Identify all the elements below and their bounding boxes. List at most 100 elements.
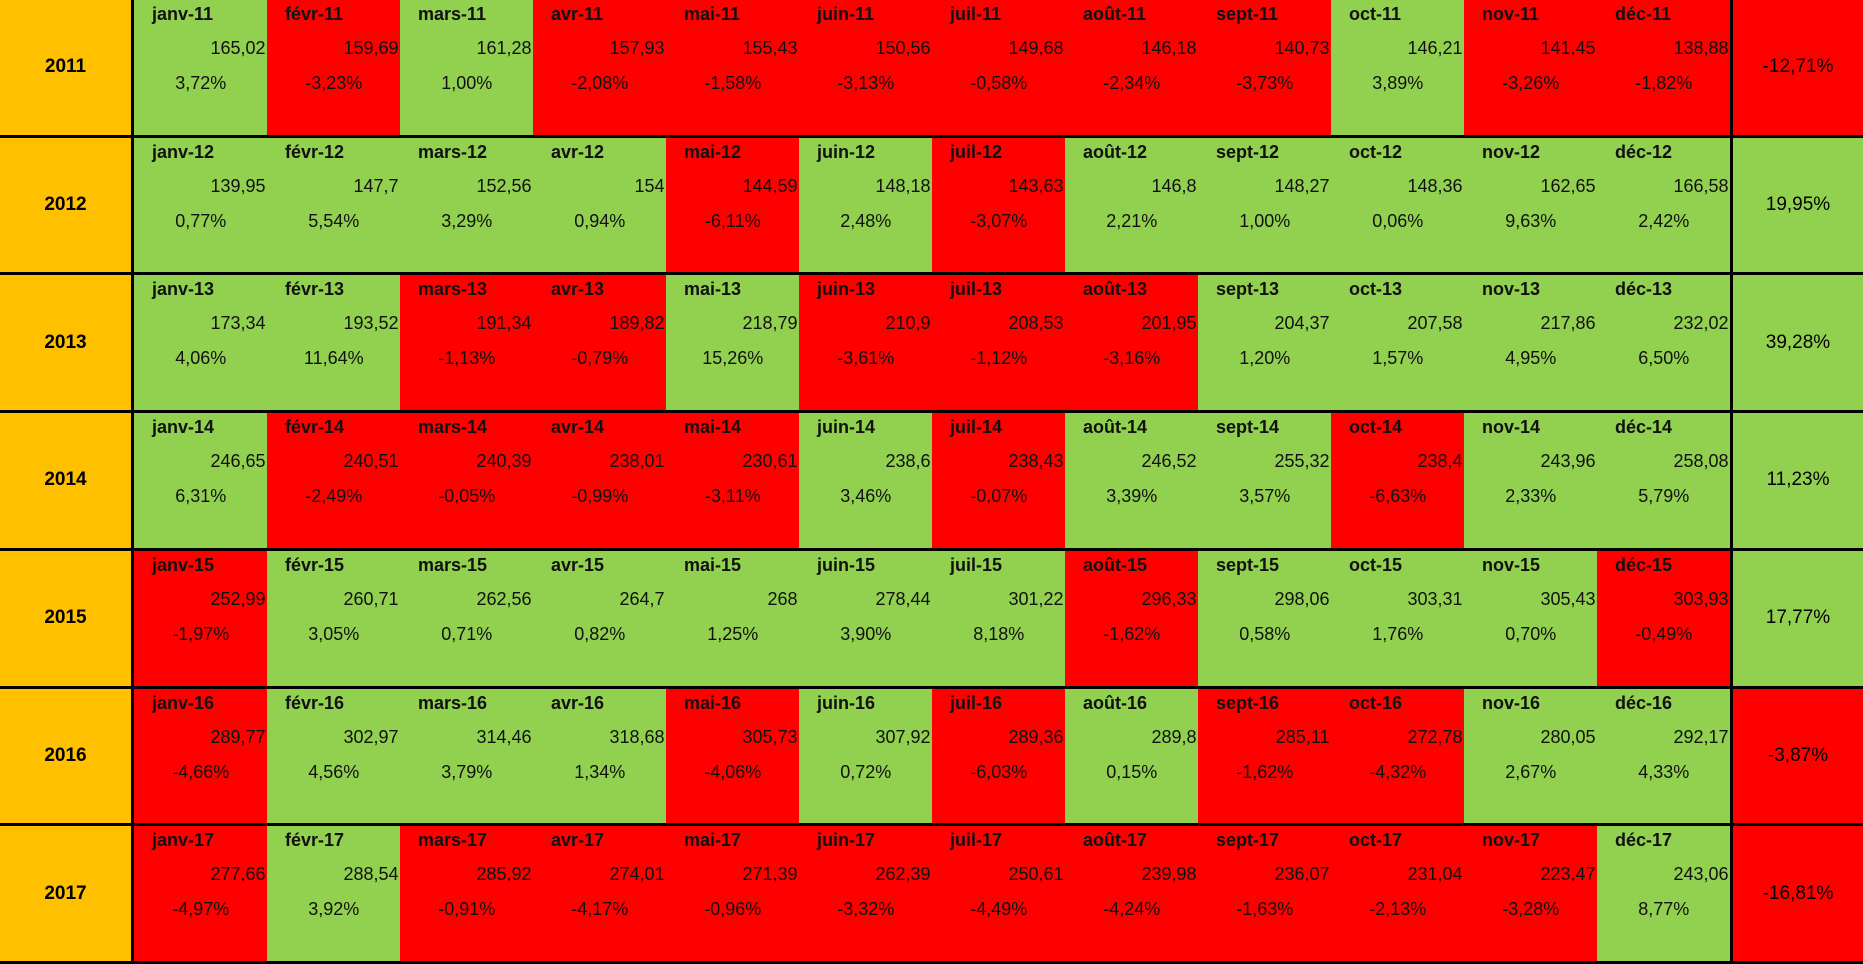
- month-change: -0,07%: [970, 486, 1028, 507]
- month-change: 0,06%: [1372, 210, 1424, 231]
- month-value: 285,92: [476, 864, 532, 885]
- month-change: 3,72%: [175, 73, 227, 93]
- month-change: 0,71%: [441, 623, 493, 644]
- month-value: 255,32: [1274, 451, 1330, 472]
- month-change: -0,58%: [970, 73, 1028, 93]
- month-cell: mai-11 155,43 -1,58%: [666, 0, 800, 138]
- month-value: 154: [634, 175, 665, 196]
- month-label: sept-15: [1216, 554, 1280, 575]
- month-cell: sept-15 298,06 0,58%: [1198, 550, 1332, 689]
- month-value: 246,65: [210, 451, 266, 472]
- month-change: -0,49%: [1635, 623, 1693, 644]
- month-cell: févr-12 147,7 5,54%: [267, 137, 401, 276]
- month-cell: août-13 201,95 -3,16%: [1065, 275, 1199, 414]
- month-value: 191,34: [476, 313, 532, 334]
- month-change: 3,90%: [840, 623, 892, 644]
- month-change: 2,48%: [840, 210, 892, 231]
- month-cell: sept-14 255,32 3,57%: [1198, 413, 1332, 551]
- month-change: 2,33%: [1505, 486, 1557, 507]
- month-cell: nov-17 223,47 -3,28%: [1464, 826, 1598, 964]
- month-label: août-11: [1083, 4, 1147, 24]
- month-value: 277,66: [210, 864, 266, 885]
- month-label: avr-11: [551, 4, 604, 24]
- month-cell: août-16 289,8 0,15%: [1065, 688, 1199, 827]
- month-label: juin-14: [817, 417, 876, 438]
- month-change: -3,23%: [305, 73, 363, 93]
- month-change: -6,63%: [1369, 486, 1427, 507]
- month-label: avr-16: [551, 692, 605, 713]
- month-label: juil-11: [950, 4, 1002, 24]
- month-change: -0,91%: [438, 899, 496, 920]
- month-label: sept-17: [1216, 830, 1280, 851]
- month-label: mars-16: [418, 692, 488, 713]
- year-cell: 2011: [0, 0, 134, 138]
- month-change: -3,32%: [837, 899, 895, 920]
- month-cell: août-15 296,33 -1,62%: [1065, 550, 1199, 689]
- month-label: déc-13: [1615, 279, 1673, 300]
- month-cell: déc-15 303,93 -0,49%: [1597, 550, 1731, 689]
- month-value: 146,8: [1151, 175, 1197, 196]
- month-cell: févr-11 159,69 -3,23%: [267, 0, 401, 138]
- month-change: 15,26%: [702, 348, 764, 369]
- month-cell: janv-16 289,77 -4,66%: [134, 688, 268, 827]
- month-cell: janv-17 277,66 -4,97%: [134, 826, 268, 964]
- month-label: janv-11: [152, 4, 214, 24]
- year-change: -3,87%: [1730, 688, 1863, 827]
- month-cell: août-17 239,98 -4,24%: [1065, 826, 1199, 964]
- month-label: déc-14: [1615, 417, 1673, 438]
- month-value: 240,51: [343, 451, 399, 472]
- month-change: 3,92%: [308, 899, 360, 920]
- month-label: juil-15: [950, 554, 1003, 575]
- month-label: mai-12: [684, 141, 742, 162]
- month-cell: oct-15 303,31 1,76%: [1331, 550, 1465, 689]
- month-cell: juil-17 250,61 -4,49%: [932, 826, 1066, 964]
- month-change: -4,24%: [1103, 899, 1161, 920]
- month-change: 2,42%: [1638, 210, 1690, 231]
- month-value: 141,45: [1540, 38, 1596, 58]
- month-cell: déc-17 243,06 8,77%: [1597, 826, 1731, 964]
- month-change: 11,64%: [303, 348, 364, 369]
- month-label: févr-13: [285, 279, 345, 300]
- month-change: -4,06%: [704, 761, 762, 782]
- month-cell: févr-17 288,54 3,92%: [267, 826, 401, 964]
- month-cell: févr-16 302,97 4,56%: [267, 688, 401, 827]
- month-value: 289,77: [210, 726, 266, 747]
- month-cell: mai-12 144,59 -6,11%: [666, 137, 800, 276]
- month-change: 4,33%: [1638, 761, 1690, 782]
- month-cell: avr-17 274,01 -4,17%: [533, 826, 667, 964]
- month-label: mars-14: [418, 417, 488, 438]
- month-value: 303,31: [1407, 588, 1463, 609]
- month-value: 140,73: [1274, 38, 1330, 58]
- month-change: -1,63%: [1236, 899, 1294, 920]
- year-change: -12,71%: [1730, 0, 1863, 138]
- month-label: août-15: [1083, 554, 1148, 575]
- month-value: 289,8: [1151, 726, 1197, 747]
- month-cell: mars-12 152,56 3,29%: [400, 137, 534, 276]
- month-label: avr-13: [551, 279, 605, 300]
- month-label: mars-12: [418, 141, 488, 162]
- month-cell: juil-13 208,53 -1,12%: [932, 275, 1066, 414]
- month-change: -3,11%: [704, 486, 761, 507]
- month-change: -6,11%: [704, 210, 761, 231]
- month-value: 236,07: [1274, 864, 1330, 885]
- month-cell: mars-16 314,46 3,79%: [400, 688, 534, 827]
- month-change: -1,97%: [172, 623, 230, 644]
- month-value: 271,39: [742, 864, 798, 885]
- month-cell: nov-13 217,86 4,95%: [1464, 275, 1598, 414]
- year-cell: 2017: [0, 826, 134, 964]
- month-change: -3,28%: [1502, 899, 1560, 920]
- month-label: déc-15: [1615, 554, 1673, 575]
- month-value: 138,88: [1673, 38, 1729, 58]
- month-cell: juil-12 143,63 -3,07%: [932, 137, 1066, 276]
- month-value: 231,04: [1407, 864, 1463, 885]
- month-cell: mars-11 161,28 1,00%: [400, 0, 534, 138]
- month-cell: janv-12 139,95 0,77%: [134, 137, 268, 276]
- month-cell: nov-12 162,65 9,63%: [1464, 137, 1598, 276]
- month-cell: nov-16 280,05 2,67%: [1464, 688, 1598, 827]
- month-change: 6,31%: [175, 486, 227, 507]
- year-cell: 2015: [0, 550, 134, 689]
- month-change: -0,05%: [438, 486, 496, 507]
- month-change: -4,66%: [172, 761, 230, 782]
- month-value: 303,93: [1673, 588, 1729, 609]
- month-cell: juin-16 307,92 0,72%: [799, 688, 933, 827]
